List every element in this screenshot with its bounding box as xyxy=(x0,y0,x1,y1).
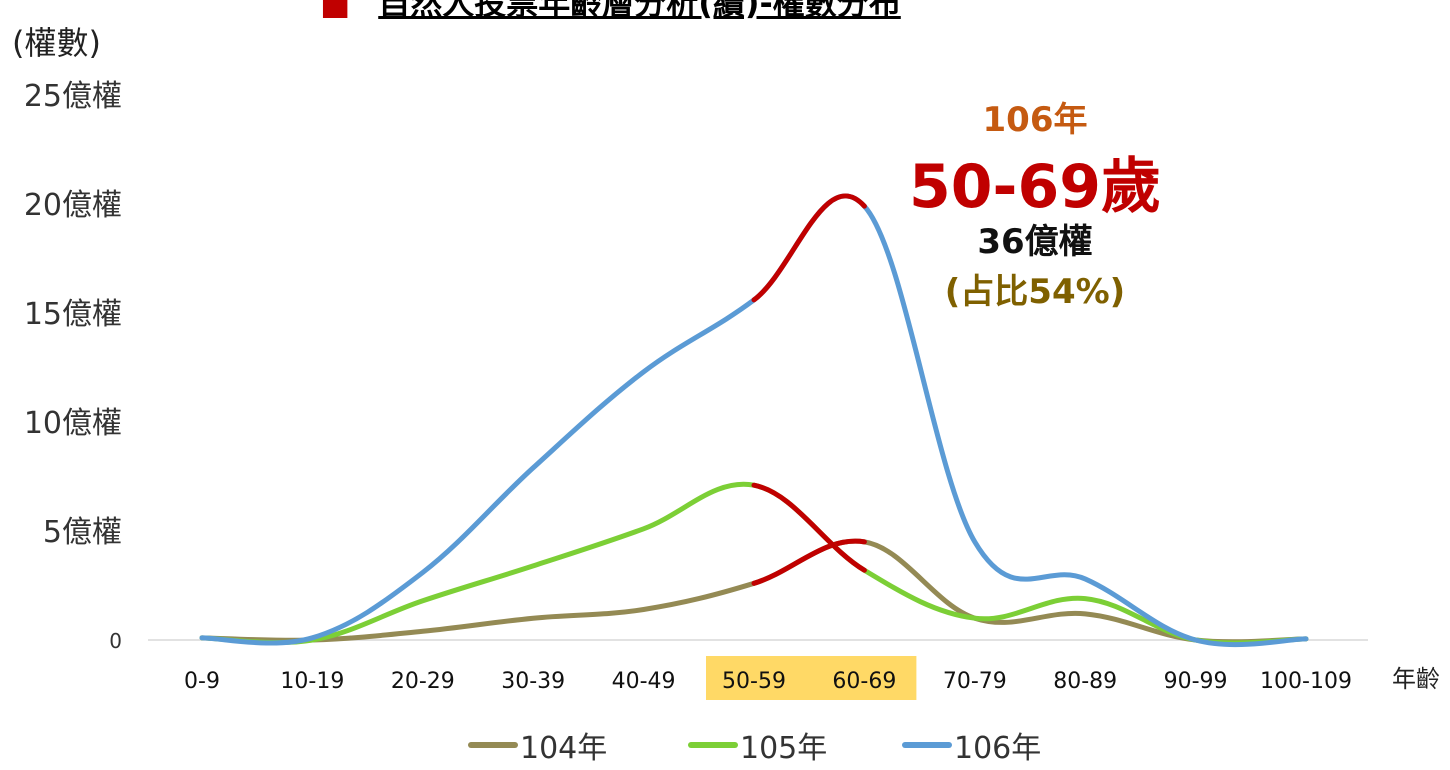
y-tick-label-2: 10億權 xyxy=(24,406,122,441)
x-tick-label-60-69: 60-69 xyxy=(832,669,896,694)
x-tick-label-30-39: 30-39 xyxy=(501,669,565,694)
x-tick-label-90-99: 90-99 xyxy=(1164,669,1228,694)
x-axis-label: 年齡 xyxy=(1392,665,1440,693)
series-line-105 xyxy=(202,484,1306,643)
y-tick-label-1: 5億權 xyxy=(43,515,122,550)
highlight-segment-106 xyxy=(754,196,864,300)
x-tick-label-0-9: 0-9 xyxy=(184,669,220,694)
x-tick-label-40-49: 40-49 xyxy=(612,669,676,694)
legend-label-104: 104年 xyxy=(520,723,607,767)
legend-swatch-104 xyxy=(468,742,518,748)
y-tick-label-4: 20億權 xyxy=(24,188,122,223)
x-tick-label-20-29: 20-29 xyxy=(391,669,455,694)
page-title: ■自然人投票年齡層分析(續)-權數分布 xyxy=(320,0,901,18)
x-tick-label-70-79: 70-79 xyxy=(943,669,1007,694)
legend-item-104: 104年 xyxy=(468,720,607,770)
x-tick-label-50-59: 50-59 xyxy=(722,669,786,694)
series-line-104 xyxy=(202,541,1306,642)
legend-item-105: 105年 xyxy=(688,720,827,770)
annotation-year: 106年 xyxy=(935,92,1135,141)
title-bullet-icon: ■ xyxy=(320,0,350,22)
y-tick-label-0: 0 xyxy=(109,629,122,653)
annotation-amount: 36億權 xyxy=(935,214,1135,263)
annotation-age: 50-69歲 xyxy=(880,138,1190,225)
legend-label-106: 106年 xyxy=(954,723,1041,767)
highlight-segment-104 xyxy=(754,541,864,583)
y-tick-label-3: 15億權 xyxy=(24,297,122,332)
legend-swatch-106 xyxy=(902,742,952,748)
y-tick-label-5: 25億權 xyxy=(24,79,122,114)
legend-label-105: 105年 xyxy=(740,723,827,767)
legend-swatch-105 xyxy=(688,742,738,748)
x-tick-label-80-89: 80-89 xyxy=(1053,669,1117,694)
legend-item-106: 106年 xyxy=(902,720,1041,770)
y-axis-label: (權數) xyxy=(12,18,101,64)
title-text: 自然人投票年齡層分析(續)-權數分布 xyxy=(378,0,901,22)
annotation-share: (占比54%) xyxy=(905,264,1165,313)
legend: 104年 105年 106年 xyxy=(0,720,1450,770)
x-tick-label-10-19: 10-19 xyxy=(280,669,344,694)
x-tick-label-100-109: 100-109 xyxy=(1260,669,1352,694)
